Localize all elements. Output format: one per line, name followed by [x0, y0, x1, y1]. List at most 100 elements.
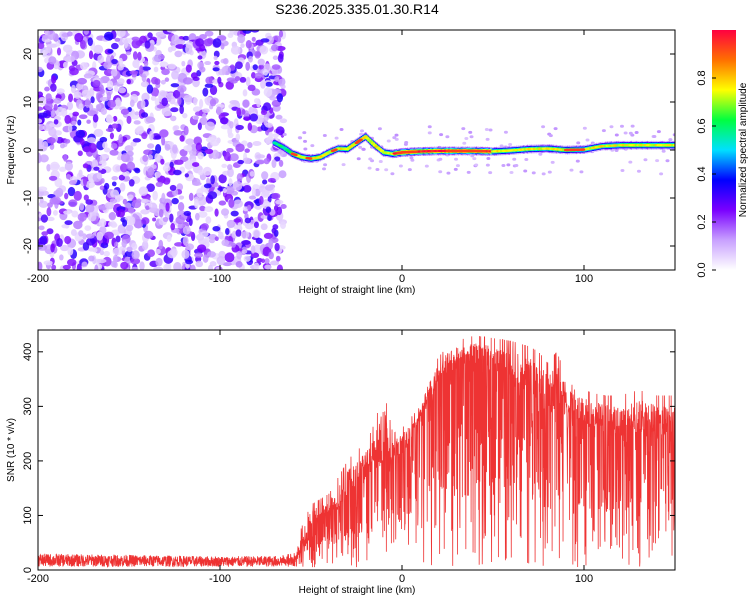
heatmap-ridge-peak — [333, 148, 338, 151]
heatmap-noise-blob — [38, 225, 45, 231]
heatmap-noise-blob — [111, 42, 119, 50]
heatmap-speck — [506, 163, 511, 167]
heatmap-noise-blob — [261, 171, 269, 180]
colorbar-bar — [712, 30, 736, 270]
chart-title: S236.2025.335.01.30.R14 — [275, 1, 439, 17]
heatmap-noise-blob — [99, 84, 104, 93]
heatmap-speck — [356, 157, 361, 161]
heatmap-noise-blob — [90, 96, 95, 104]
snr-series-line — [38, 336, 675, 568]
colorbar-label: Normalized spectral amplitude — [738, 82, 749, 217]
heatmap-noise-blob — [146, 84, 154, 94]
heatmap-speck — [630, 124, 635, 128]
heatmap-noise-blob — [123, 38, 129, 49]
heatmap-speck — [628, 160, 633, 164]
heatmap-noise-blob — [120, 261, 129, 270]
heatmap-noise-blob — [192, 106, 202, 113]
heatmap-noise-blob — [141, 209, 148, 215]
heatmap-noise-blob — [83, 194, 89, 201]
heatmap-noise-blob — [50, 243, 55, 253]
heatmap-noise-blob — [222, 188, 227, 194]
heatmap-noise-blob — [42, 34, 49, 40]
heatmap-noise-blob — [185, 259, 193, 265]
heatmap-noise-blob — [73, 220, 83, 230]
heatmap-noise-blob — [46, 207, 52, 217]
heatmap-noise-blob — [234, 76, 241, 82]
heatmap-noise-blob — [228, 178, 233, 186]
heatmap-noise-blob — [82, 233, 87, 240]
heatmap-noise-blob — [169, 184, 177, 192]
heatmap-speck — [302, 131, 307, 135]
heatmap-speck — [438, 170, 443, 174]
heatmap-speck — [407, 168, 412, 172]
heatmap-speck — [575, 159, 580, 163]
heatmap-noise-blob — [176, 183, 184, 191]
heatmap-noise-blob — [78, 169, 83, 178]
heatmap-noise-blob — [149, 130, 154, 141]
heatmap-noise-blob — [134, 168, 141, 174]
y-tick-label: -20 — [22, 238, 34, 254]
heatmap-noise-blob — [141, 73, 147, 83]
heatmap-noise-blob — [39, 235, 48, 246]
colorbar: 0.0 0.2 0.4 0.6 0.8 Normalized spectral ampl… — [696, 30, 749, 278]
heatmap-noise-blob — [236, 250, 242, 260]
heatmap-noise-blob — [154, 171, 162, 178]
snr-y-label: SNR (10 * v/v) — [6, 418, 17, 482]
heatmap-ridge-peak — [308, 157, 313, 160]
heatmap-noise-blob — [252, 64, 258, 71]
heatmap-noise-blob — [147, 143, 155, 149]
heatmap-noise-blob — [170, 107, 179, 113]
heatmap-noise-blob — [228, 198, 235, 209]
heatmap-speck — [508, 143, 513, 147]
heatmap-noise-blob — [172, 89, 181, 99]
heatmap-noise-blob — [92, 79, 101, 88]
heatmap-noise-blob — [192, 76, 200, 82]
heatmap-noise-blob — [62, 61, 68, 69]
heatmap-noise-blob — [141, 217, 150, 225]
heatmap-noise-blob — [82, 163, 89, 169]
heatmap-noise-blob — [62, 264, 71, 270]
heatmap-noise-blob — [153, 66, 159, 73]
heatmap-noise-blob — [245, 61, 251, 71]
heatmap-noise-blob — [108, 211, 117, 221]
heatmap-speck — [668, 138, 673, 142]
heatmap-noise-blob — [229, 64, 236, 71]
heatmap-noise-blob — [159, 129, 169, 138]
heatmap-noise-blob — [111, 123, 119, 129]
heatmap-noise-blob — [251, 36, 256, 42]
colorbar-tick-label: 0.2 — [696, 214, 708, 229]
heatmap-speck — [499, 144, 504, 148]
heatmap-noise-blob — [71, 120, 77, 126]
heatmap-noise-blob — [75, 82, 83, 90]
heatmap-noise-blob — [113, 85, 119, 92]
heatmap-noise-blob — [64, 138, 71, 144]
heatmap-noise-blob — [192, 162, 200, 167]
heatmap-noise-blob — [174, 50, 183, 58]
heatmap-noise-blob — [249, 113, 259, 122]
heatmap-y-ticks: 20 10 0 -10 -20 — [22, 48, 675, 254]
heatmap-noise-blob — [271, 192, 281, 200]
heatmap-noise-blob — [199, 98, 204, 109]
heatmap-speck — [409, 156, 414, 160]
heatmap-noise-blob — [136, 198, 142, 203]
heatmap-noise-blob — [141, 92, 150, 102]
heatmap-noise-blob — [73, 190, 82, 201]
heatmap-noise-blob — [199, 43, 206, 52]
heatmap-noise-blob — [46, 43, 52, 54]
heatmap-noise-blob — [197, 169, 204, 176]
heatmap-speck — [410, 158, 415, 162]
heatmap-noise-blob — [237, 159, 245, 165]
heatmap-noise-blob — [174, 242, 184, 247]
heatmap-noise-blob — [274, 75, 280, 83]
heatmap-noise-blob — [233, 218, 242, 223]
heatmap-noise-blob — [251, 72, 256, 79]
heatmap-noise-blob — [102, 141, 108, 149]
heatmap-noise-blob — [78, 103, 84, 110]
heatmap-noise-blob — [79, 202, 85, 211]
heatmap-noise-blob — [131, 250, 140, 260]
heatmap-noise-blob — [78, 114, 88, 120]
heatmap-noise-blob — [155, 248, 161, 254]
heatmap-speck — [323, 163, 328, 167]
heatmap-noise-layer — [38, 30, 675, 270]
